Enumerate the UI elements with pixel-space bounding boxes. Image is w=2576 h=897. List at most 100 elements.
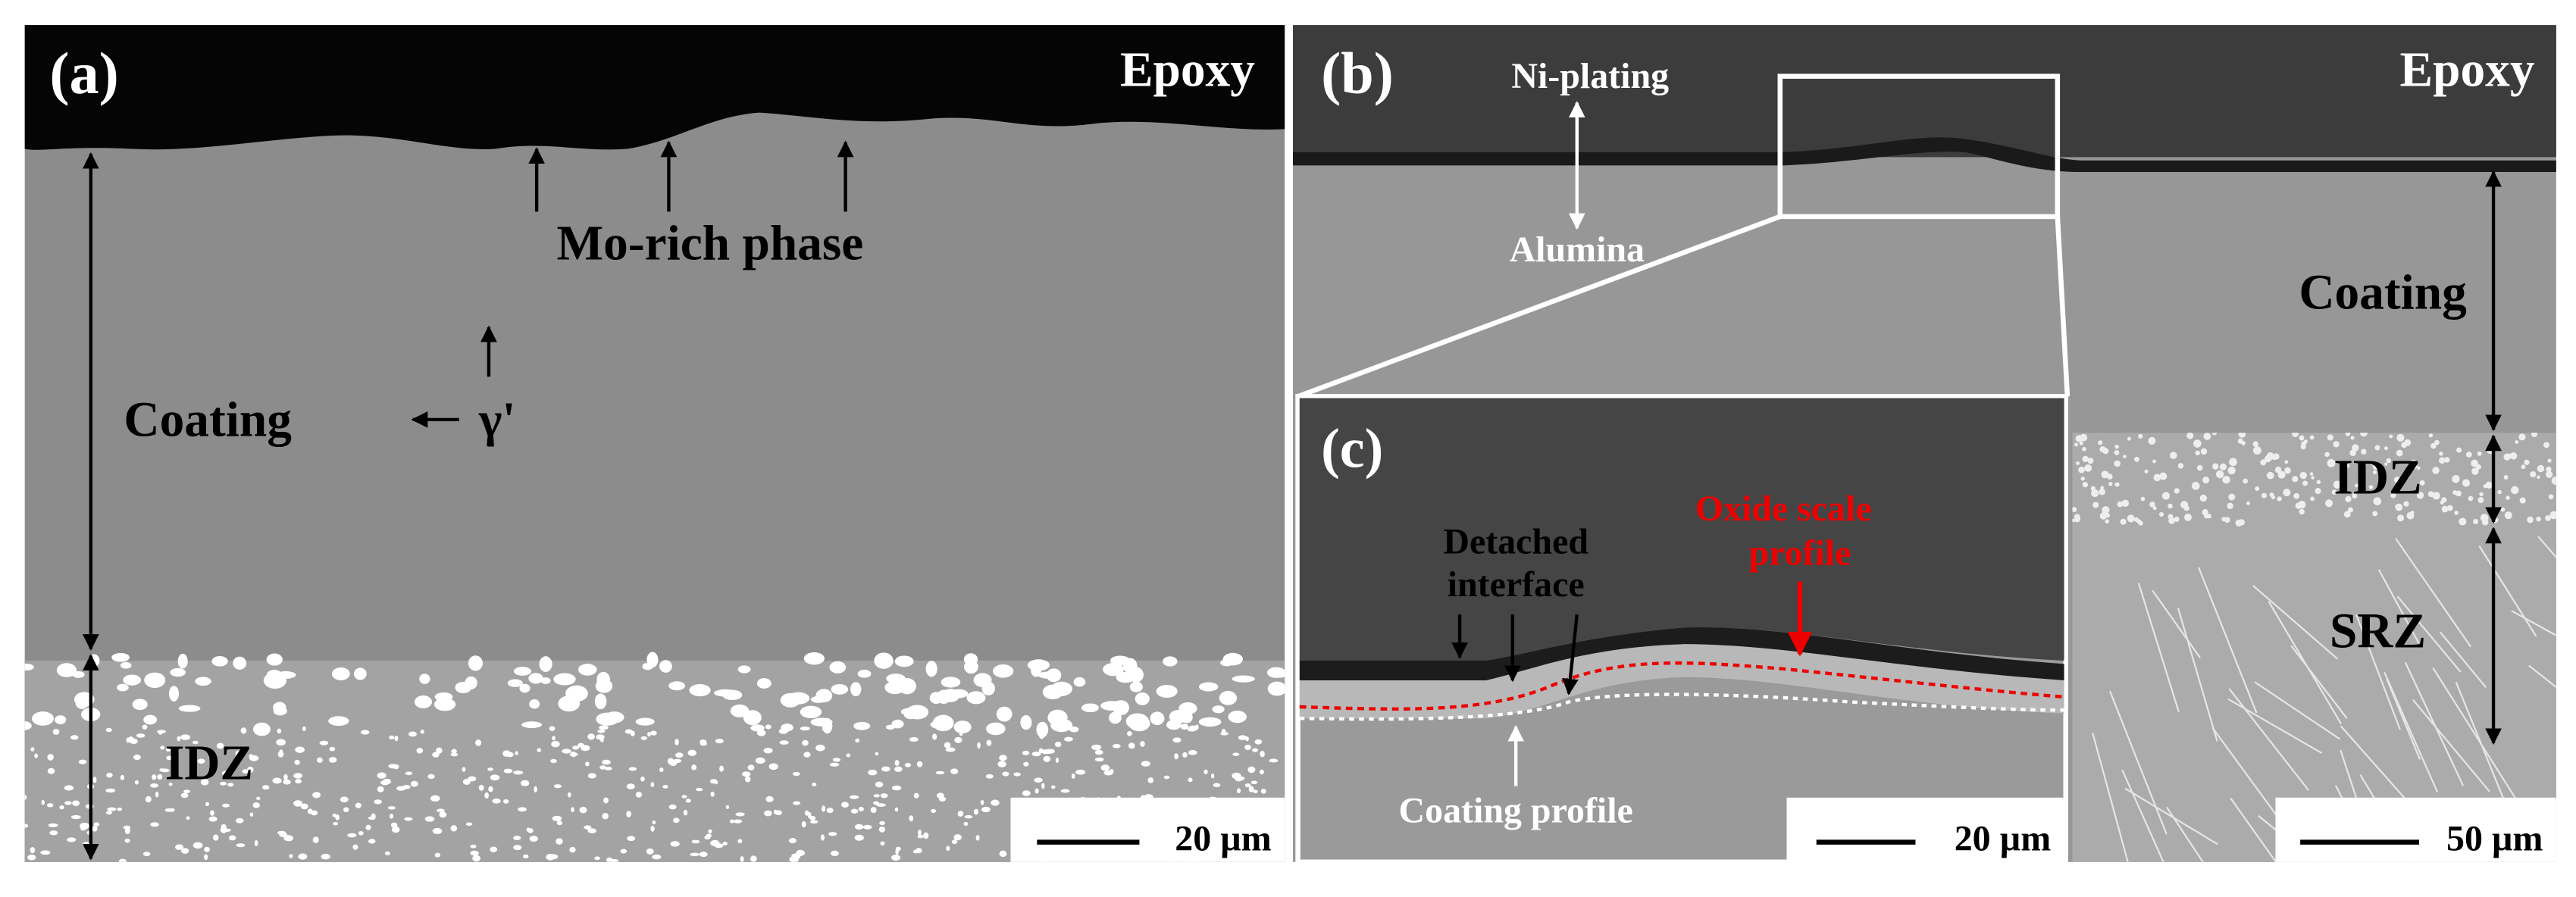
texture <box>1103 662 1124 677</box>
texture <box>64 785 74 791</box>
texture <box>2468 495 2474 502</box>
texture <box>2099 445 2106 453</box>
texture <box>2177 463 2184 469</box>
texture <box>2515 440 2519 444</box>
oxide-layer <box>1293 137 2556 173</box>
texture <box>898 678 916 695</box>
texture <box>687 749 696 756</box>
texture <box>780 692 800 708</box>
texture <box>2222 476 2230 484</box>
texture <box>2293 492 2300 499</box>
label: IDZ <box>165 736 253 791</box>
texture <box>2198 567 2258 714</box>
texture <box>522 854 529 859</box>
texture <box>789 856 799 862</box>
texture <box>2199 494 2208 502</box>
texture <box>450 752 459 757</box>
texture <box>1034 788 1039 794</box>
texture <box>2441 505 2449 513</box>
texture <box>1195 724 1199 730</box>
texture <box>603 797 609 804</box>
texture <box>963 821 969 827</box>
texture <box>870 807 877 814</box>
texture <box>550 758 557 764</box>
texture <box>2082 446 2086 452</box>
texture <box>2230 798 2277 862</box>
texture <box>1038 671 1060 679</box>
texture <box>812 783 817 786</box>
texture <box>2362 463 2367 467</box>
texture <box>2087 458 2094 464</box>
texture <box>317 757 323 763</box>
label: Coating profile <box>1399 791 1633 831</box>
texture <box>2161 492 2171 500</box>
texture <box>997 761 1006 767</box>
texture <box>82 842 90 847</box>
texture <box>2252 441 2258 447</box>
texture <box>2527 664 2556 689</box>
texture <box>747 764 755 770</box>
texture <box>569 846 576 853</box>
texture <box>1013 772 1021 777</box>
texture <box>599 765 606 770</box>
texture <box>635 792 643 798</box>
texture <box>24 721 32 730</box>
texture <box>2133 517 2139 522</box>
texture <box>183 789 190 793</box>
texture <box>650 730 657 736</box>
texture <box>468 655 483 671</box>
texture <box>347 833 357 838</box>
texture <box>878 826 886 833</box>
texture <box>831 684 849 695</box>
texture <box>1031 752 1041 757</box>
texture <box>490 774 500 781</box>
texture <box>1220 659 1233 667</box>
texture <box>228 835 236 841</box>
texture <box>923 832 929 839</box>
texture <box>1203 769 1208 774</box>
texture <box>1163 656 1178 667</box>
texture <box>2302 480 2308 486</box>
texture <box>2440 500 2444 505</box>
texture <box>2416 492 2424 499</box>
texture <box>2134 456 2139 462</box>
texture <box>529 699 540 709</box>
texture <box>985 774 994 779</box>
texture <box>2545 514 2551 521</box>
texture <box>521 780 530 786</box>
texture <box>177 653 188 669</box>
texture <box>2202 510 2208 515</box>
texture <box>32 711 54 726</box>
label: SRZ <box>2330 604 2426 658</box>
texture <box>170 808 175 812</box>
texture <box>539 656 552 672</box>
texture <box>2527 516 2534 524</box>
texture <box>513 845 522 851</box>
texture <box>2471 459 2478 467</box>
texture <box>2373 497 2382 505</box>
texture <box>1060 789 1070 793</box>
texture <box>868 769 878 776</box>
texture <box>788 837 797 844</box>
texture <box>30 847 36 854</box>
texture <box>1100 764 1110 771</box>
texture <box>829 762 840 767</box>
texture <box>2316 480 2321 485</box>
texture <box>809 815 816 820</box>
texture <box>562 749 571 754</box>
texture <box>626 811 631 817</box>
texture <box>973 808 979 815</box>
epoxy-region <box>24 25 1285 150</box>
texture <box>710 839 720 847</box>
texture <box>850 808 859 814</box>
texture <box>47 754 54 761</box>
texture <box>368 839 376 844</box>
texture <box>2507 453 2513 458</box>
texture <box>2092 502 2099 508</box>
texture <box>991 799 1000 806</box>
texture <box>2105 513 2111 518</box>
texture <box>977 742 981 749</box>
texture <box>2149 502 2155 508</box>
texture <box>2331 489 2337 495</box>
texture <box>216 742 224 749</box>
